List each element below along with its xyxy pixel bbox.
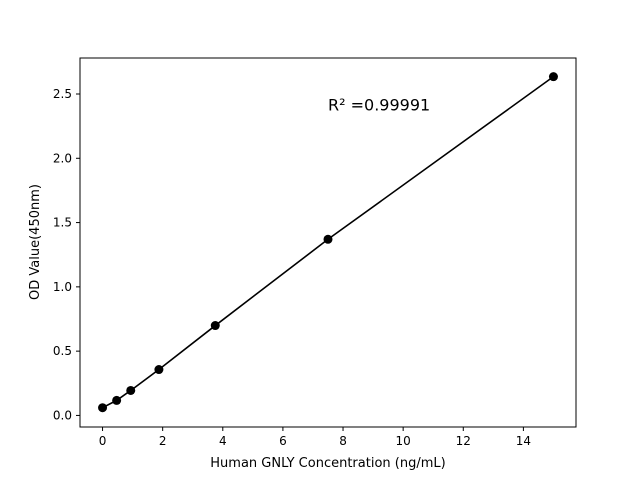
data-point [98,403,108,413]
x-tick-label: 2 [159,434,167,448]
data-point [323,234,333,244]
x-tick-label: 4 [219,434,227,448]
x-tick-label: 10 [396,434,411,448]
y-tick-label: 2.5 [53,87,72,101]
y-axis-label: OD Value(450nm) [28,184,43,300]
x-tick-label: 0 [99,434,107,448]
plot-frame [79,57,577,428]
y-tick-label: 1.5 [53,216,72,230]
data-point [112,395,122,405]
data-point [210,321,220,331]
x-axis-label: Human GNLY Concentration (ng/mL) [210,456,445,471]
x-tick-label: 6 [279,434,287,448]
data-point [126,385,136,395]
y-tick-label: 0.5 [53,344,72,358]
x-tick-label: 12 [456,434,471,448]
y-tick-label: 0.0 [53,408,72,422]
y-tick-label: 2.0 [53,151,72,165]
x-tick-label: 8 [339,434,347,448]
y-tick-label: 1.0 [53,280,72,294]
data-point [154,365,164,375]
data-point [548,72,558,82]
r-squared-annotation: R² =0.99991 [328,96,430,115]
x-tick-label: 14 [516,434,531,448]
